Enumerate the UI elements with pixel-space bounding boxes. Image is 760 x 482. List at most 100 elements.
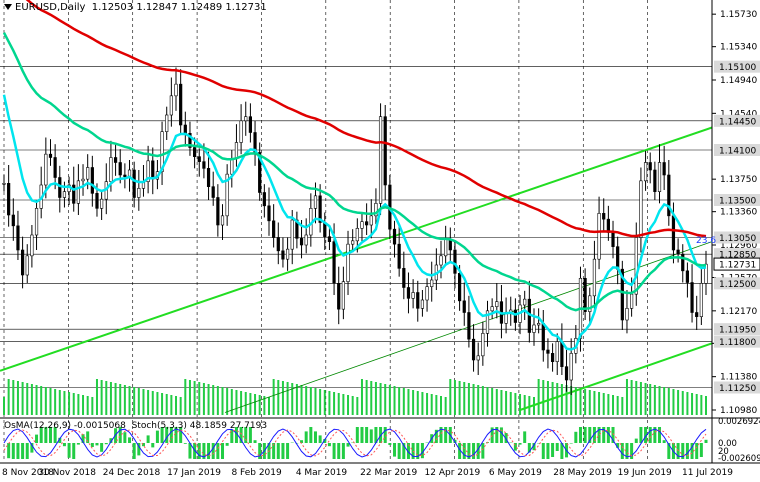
volume-bar: [216, 386, 219, 415]
candle-body: [132, 169, 136, 198]
osma-bar: [7, 443, 11, 459]
osma-bar: [634, 438, 638, 443]
osma-bar: [30, 443, 34, 453]
osma-bar: [11, 443, 15, 459]
osma-bar: [346, 443, 350, 447]
candle-body: [458, 273, 462, 302]
volume-bar: [114, 383, 117, 415]
candle-body: [225, 173, 229, 217]
volume-bar: [142, 389, 145, 415]
candle-body: [95, 193, 99, 209]
osma-bar: [499, 427, 503, 443]
level-price-label: 1.15100: [719, 63, 756, 73]
volume-bar: [128, 386, 131, 415]
osma-bar: [128, 437, 132, 443]
osma-bar: [439, 427, 443, 443]
volume-bar: [198, 382, 201, 415]
osma-bar: [62, 443, 66, 447]
volume-bar: [365, 380, 368, 415]
current-price-box: [713, 257, 760, 271]
candle-body: [671, 215, 676, 251]
osma-bar: [527, 443, 531, 453]
candle-body: [272, 220, 276, 238]
volume-bar: [653, 385, 656, 415]
osma-bar: [188, 443, 192, 459]
level-price-label: 1.14100: [719, 147, 756, 157]
osma-bar: [304, 431, 308, 443]
volume-bar: [314, 388, 317, 415]
volume-bar: [319, 389, 322, 415]
osma-bar: [541, 443, 545, 459]
x-tick-label: 19 Jun 2019: [618, 468, 672, 478]
volume-bar: [458, 381, 461, 415]
osma-bar: [365, 427, 369, 443]
volume-bar: [109, 382, 112, 415]
osma-bar: [369, 429, 373, 443]
volume-bar: [240, 391, 243, 415]
dropdown-triangle-icon[interactable]: [4, 4, 12, 10]
candle-body: [453, 249, 457, 274]
volume-bar: [588, 390, 591, 415]
osma-bar: [221, 443, 225, 459]
candle-body: [220, 215, 225, 226]
volume-bar: [691, 393, 694, 415]
volume-bar: [658, 386, 661, 415]
candle-body: [369, 215, 373, 226]
volume-bar: [300, 385, 303, 415]
candle-body: [165, 114, 169, 132]
candle-body: [281, 250, 285, 260]
volume-bar: [254, 394, 257, 415]
osma-bar: [644, 427, 648, 443]
volume-bar: [258, 395, 261, 415]
candle-body: [383, 116, 387, 186]
level-price-box: [714, 277, 760, 290]
candle-body: [685, 270, 690, 283]
volume-bar: [616, 396, 619, 415]
osma-bar: [578, 427, 582, 443]
volume-bar: [519, 394, 522, 415]
candle-body: [662, 162, 666, 176]
osma-bar: [39, 427, 43, 443]
osma-bar: [639, 427, 643, 443]
candle-body: [113, 157, 118, 163]
osma-bar: [360, 427, 364, 443]
volume-bar: [263, 396, 266, 415]
osma-label: OsMA(12,26,9) -0.0015068: [4, 421, 126, 431]
volume-bar: [12, 380, 15, 415]
osma-bar: [569, 443, 573, 444]
candle-body: [676, 249, 680, 255]
osma-bar: [53, 427, 57, 443]
candle-body: [704, 263, 708, 284]
osma-bar: [272, 443, 276, 459]
volume-bar: [672, 389, 675, 415]
osma-bar: [402, 443, 406, 459]
volume-bar: [528, 396, 531, 415]
candle-body: [462, 300, 466, 313]
price-tick-label: 1.14540: [720, 109, 757, 119]
volume-bar: [630, 380, 633, 415]
volume-bar: [337, 393, 340, 415]
candle-body: [653, 169, 657, 192]
ema-slow-line: [25, 0, 707, 238]
osma-bar: [165, 427, 169, 443]
osma-bar: [704, 439, 708, 443]
volume-bar: [435, 395, 438, 415]
level-price-label: 1.13050: [719, 234, 756, 244]
candle-body: [397, 243, 401, 269]
candle-body: [11, 214, 15, 227]
osma-bar: [532, 443, 536, 451]
candle-body: [639, 180, 643, 238]
volume-bar: [226, 388, 229, 415]
osma-bar: [141, 443, 145, 447]
volume-bar: [305, 386, 308, 415]
candle-body: [239, 120, 243, 143]
candle-body: [597, 213, 601, 260]
osma-bar: [523, 431, 527, 443]
candle-body: [616, 246, 620, 270]
trend-value-label: 23.6: [696, 236, 716, 246]
level-lines: [0, 66, 712, 388]
volume-bar: [63, 391, 66, 415]
osma-bar: [504, 433, 508, 443]
volume-bar: [323, 390, 326, 415]
candle-body: [258, 152, 262, 193]
